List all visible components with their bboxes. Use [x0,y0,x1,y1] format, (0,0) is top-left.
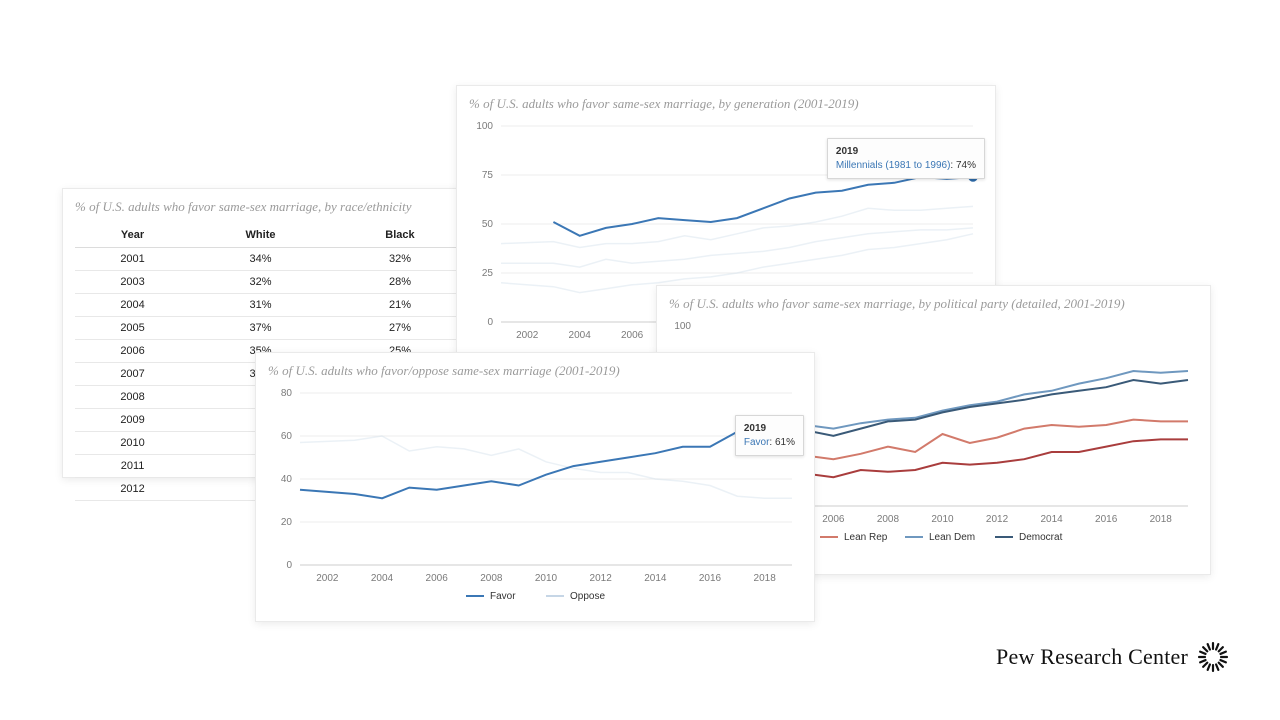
chart-tooltip: 2019 Millennials (1981 to 1996): 74% [827,138,985,179]
tooltip-value: 74% [956,160,976,171]
svg-text:2010: 2010 [931,514,954,525]
svg-text:2014: 2014 [644,573,667,584]
table-row: 200431%21% [75,294,469,317]
table-cell: 32% [190,271,331,294]
table-header: White [190,223,331,248]
svg-text:Lean Dem: Lean Dem [929,532,975,543]
brand-text: Pew Research Center [996,644,1188,670]
tooltip-year: 2019 [744,422,795,436]
svg-text:2008: 2008 [877,514,900,525]
table-cell: 2001 [75,248,190,271]
svg-text:0: 0 [487,317,493,328]
svg-text:Oppose: Oppose [570,591,605,602]
table-cell: 2005 [75,317,190,340]
table-row: 200134%32% [75,248,469,271]
svg-text:2012: 2012 [986,514,1009,525]
table-cell: 2010 [75,432,190,455]
tooltip-year: 2019 [836,145,976,159]
svg-text:2004: 2004 [569,330,592,341]
svg-text:2008: 2008 [480,573,503,584]
svg-text:2006: 2006 [822,514,845,525]
tooltip-value: 61% [775,437,795,448]
table-row: 200332%28% [75,271,469,294]
table-cell: 2007 [75,363,190,386]
table-row: 200537%27% [75,317,469,340]
svg-text:100: 100 [674,321,691,332]
table-cell: 21% [331,294,469,317]
chart-tooltip: 2019 Favor: 61% [735,415,804,456]
svg-text:2018: 2018 [1150,514,1173,525]
table-cell: 32% [331,248,469,271]
svg-text:2016: 2016 [1095,514,1118,525]
table-cell: 2011 [75,455,190,478]
table-cell: 2006 [75,340,190,363]
svg-text:60: 60 [281,431,293,442]
svg-text:50: 50 [482,219,494,230]
svg-text:2006: 2006 [621,330,644,341]
svg-text:0: 0 [286,560,292,571]
table-cell: 2012 [75,478,190,501]
svg-text:100: 100 [476,121,493,132]
svg-text:80: 80 [281,388,293,399]
svg-text:2018: 2018 [754,573,777,584]
svg-text:2012: 2012 [590,573,613,584]
tooltip-series-label: Favor [744,437,770,448]
panel-title: % of U.S. adults who favor same-sex marr… [657,286,1210,320]
svg-text:25: 25 [482,268,494,279]
brand-label: Pew Research Center [996,642,1228,672]
table-cell: 31% [190,294,331,317]
svg-text:2014: 2014 [1040,514,1063,525]
svg-text:Democrat: Democrat [1019,532,1063,543]
svg-text:2010: 2010 [535,573,558,584]
svg-text:2002: 2002 [516,330,539,341]
svg-text:Lean Rep: Lean Rep [844,532,888,543]
table-header: Year [75,223,190,248]
table-cell: 28% [331,271,469,294]
brand-burst-icon [1198,642,1228,672]
svg-text:2016: 2016 [699,573,722,584]
svg-text:2006: 2006 [426,573,449,584]
favor-oppose-chart-panel: % of U.S. adults who favor/oppose same-s… [255,352,815,622]
svg-text:2004: 2004 [371,573,394,584]
panel-title: % of U.S. adults who favor same-sex marr… [457,86,995,120]
table-header: Black [331,223,469,248]
table-cell: 2009 [75,409,190,432]
table-cell: 2003 [75,271,190,294]
table-cell: 34% [190,248,331,271]
svg-text:Favor: Favor [490,591,516,602]
svg-text:20: 20 [281,517,293,528]
favor-oppose-line-chart: 0 20 40 60 80 2002 2004 2006 2008 2010 2012 2014 201… [268,387,804,609]
tooltip-series-label: Millennials (1981 to 1996) [836,160,951,171]
table-cell: 27% [331,317,469,340]
svg-text:2002: 2002 [316,573,339,584]
panel-title: % of U.S. adults who favor/oppose same-s… [256,353,814,387]
table-cell: 37% [190,317,331,340]
table-cell: 2004 [75,294,190,317]
svg-text:75: 75 [482,170,494,181]
table-cell: 2008 [75,386,190,409]
svg-text:40: 40 [281,474,293,485]
panel-title: % of U.S. adults who favor same-sex marr… [63,189,481,223]
